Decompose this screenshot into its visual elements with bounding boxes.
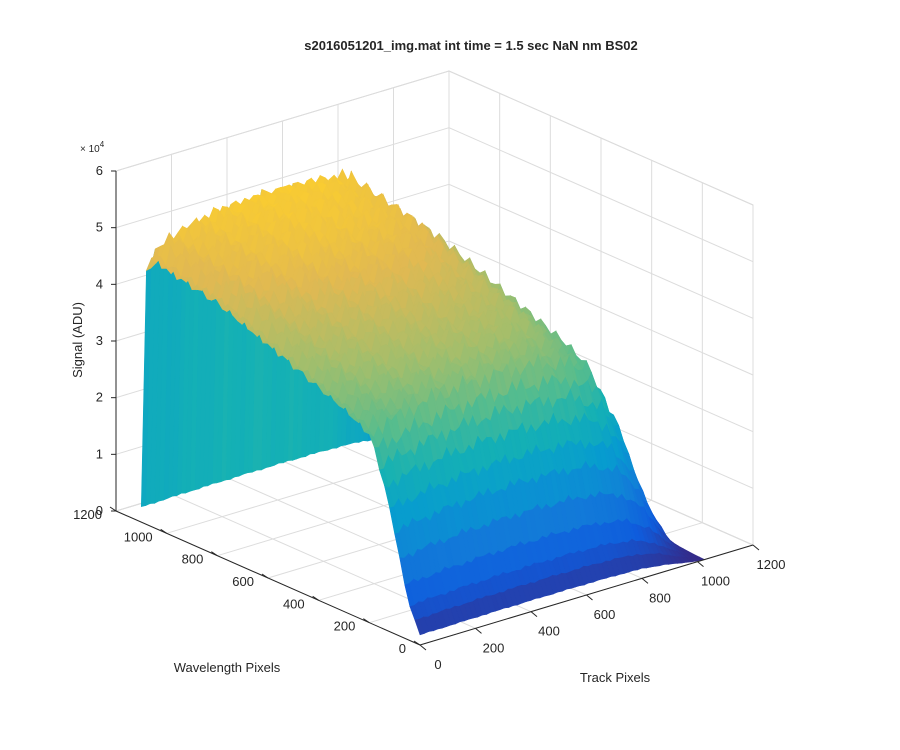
x-tick-label: 0 (434, 657, 441, 672)
x-tick-label: 200 (483, 640, 505, 655)
z-axis-exponent: × 104 (80, 140, 105, 155)
surface-patch (414, 618, 425, 636)
grid-line-z-wall (448, 70, 754, 206)
z-tick-label: 5 (96, 220, 103, 235)
axis-text: s2016051201_img.mat int time = 1.5 sec N… (70, 38, 785, 685)
z-tick-label: 2 (96, 390, 103, 405)
axes (109, 170, 760, 651)
z-tick-label: 4 (96, 276, 103, 291)
y-tick-mark (261, 573, 269, 579)
x-tick-label: 1000 (701, 574, 730, 589)
y-tick-label: 1000 (124, 529, 153, 544)
z-axis-label: Signal (ADU) (70, 302, 85, 378)
y-tick-mark (109, 506, 117, 512)
y-tick-mark (363, 618, 370, 624)
x-tick-mark (641, 577, 649, 584)
z-tick-label: 0 (96, 503, 103, 518)
grid-line-z-wall (448, 183, 754, 319)
x-tick-mark (419, 644, 427, 651)
x-tick-label: 800 (649, 590, 671, 605)
y-tick-label: 200 (334, 619, 356, 634)
surface-plot (140, 168, 706, 636)
grid-line-z (115, 70, 450, 172)
y-tick-mark (211, 551, 218, 557)
x-tick-label: 400 (538, 624, 560, 639)
x-tick-mark (530, 611, 538, 618)
x-tick-mark (752, 544, 760, 551)
grid-line-z-wall (448, 127, 754, 263)
x-tick-label: 600 (594, 607, 616, 622)
y-tick-label: 1200 (73, 507, 102, 522)
x-tick-mark (586, 594, 593, 601)
y-axis-label: Wavelength Pixels (174, 660, 281, 675)
z-tick-label: 1 (96, 446, 103, 461)
grid-line-z (115, 127, 450, 229)
x-tick-label: 1200 (757, 557, 786, 572)
chart-title: s2016051201_img.mat int time = 1.5 sec N… (304, 38, 638, 53)
y-tick-label: 600 (232, 574, 254, 589)
x-tick-mark (697, 561, 704, 568)
x-axis-label: Track Pixels (580, 670, 651, 685)
y-tick-mark (312, 595, 319, 601)
x-tick-mark (475, 627, 482, 634)
z-tick-label: 3 (96, 333, 103, 348)
y-tick-label: 800 (182, 552, 204, 567)
y-tick-label: 0 (399, 641, 406, 656)
grid-line-z-wall (448, 240, 754, 376)
y-tick-mark (160, 528, 167, 534)
z-tick-label: 6 (96, 163, 103, 178)
y-tick-mark (413, 640, 421, 646)
y-tick-label: 400 (283, 596, 305, 611)
